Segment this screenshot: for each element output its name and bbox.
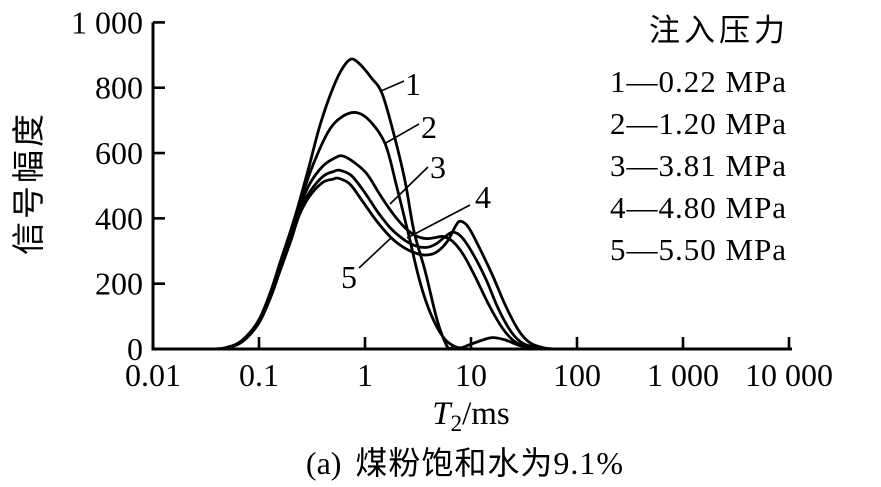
leader-line-1 (380, 80, 405, 92)
legend-item-5: 5—5.50 MPa (610, 232, 788, 267)
caption-index: (a) (305, 445, 342, 481)
x-tick-label: 10 000 (745, 357, 833, 393)
x-tick-label: 0.01 (125, 357, 181, 393)
x-tick-label: 100 (553, 357, 601, 393)
legend-title: 注入压力 (649, 13, 789, 48)
curve-number-2: 2 (421, 109, 437, 145)
caption: (a) 煤粉饱和水为9.1% (130, 438, 800, 484)
legend-item-1: 1—0.22 MPa (610, 64, 788, 99)
curve-number-3: 3 (430, 149, 446, 185)
legend-item-4: 4—4.80 MPa (610, 190, 788, 225)
legend: 注入压力 1—0.22 MPa 2—1.20 MPa 3—3.81 MPa 4—4.8… (610, 12, 828, 271)
curve-number-5: 5 (341, 259, 357, 295)
y-tick-label: 0 (127, 331, 143, 367)
y-tick-labels: 0 200 400 600 800 1 000 (71, 4, 143, 367)
leader-line-2 (383, 123, 420, 145)
y-tick-label: 600 (95, 135, 143, 171)
leader-line-3 (389, 166, 429, 205)
y-tick-label: 200 (95, 266, 143, 302)
curve-number-1: 1 (405, 66, 421, 102)
y-axis-title: 信号幅度 (11, 111, 48, 255)
legend-item-3: 3—3.81 MPa (610, 148, 788, 183)
x-tick-label: 1 000 (647, 357, 719, 393)
x-tick-label: 0.1 (239, 357, 279, 393)
leader-line-5 (358, 236, 393, 269)
y-tick-label: 800 (95, 70, 143, 106)
caption-text: 煤粉饱和水为9.1% (355, 445, 625, 481)
curve-5 (151, 176, 791, 351)
x-axis-title: T2/ms (432, 396, 510, 436)
curves (151, 57, 791, 351)
x-axis-title-unit: /ms (462, 396, 510, 432)
leader-line-4 (406, 204, 471, 239)
curve-number-4: 4 (475, 179, 491, 215)
x-tick-label: 1 (357, 357, 373, 393)
x-tick-label: 10 (455, 357, 487, 393)
legend-item-2: 2—1.20 MPa (610, 106, 788, 141)
y-tick-label: 400 (95, 200, 143, 236)
y-tick-label: 1 000 (71, 4, 143, 40)
x-axis-title-subscript: 2 (451, 411, 463, 436)
curve-number-labels: 12 34 5 (341, 66, 491, 295)
x-axis-title-symbol: T (432, 396, 453, 432)
legend-items: 1—0.22 MPa 2—1.20 MPa 3—3.81 MPa 4—4.80 MPa… (610, 61, 828, 271)
x-tick-labels: 0.01 0.1 1 10 100 1 000 10 000 (125, 357, 833, 393)
